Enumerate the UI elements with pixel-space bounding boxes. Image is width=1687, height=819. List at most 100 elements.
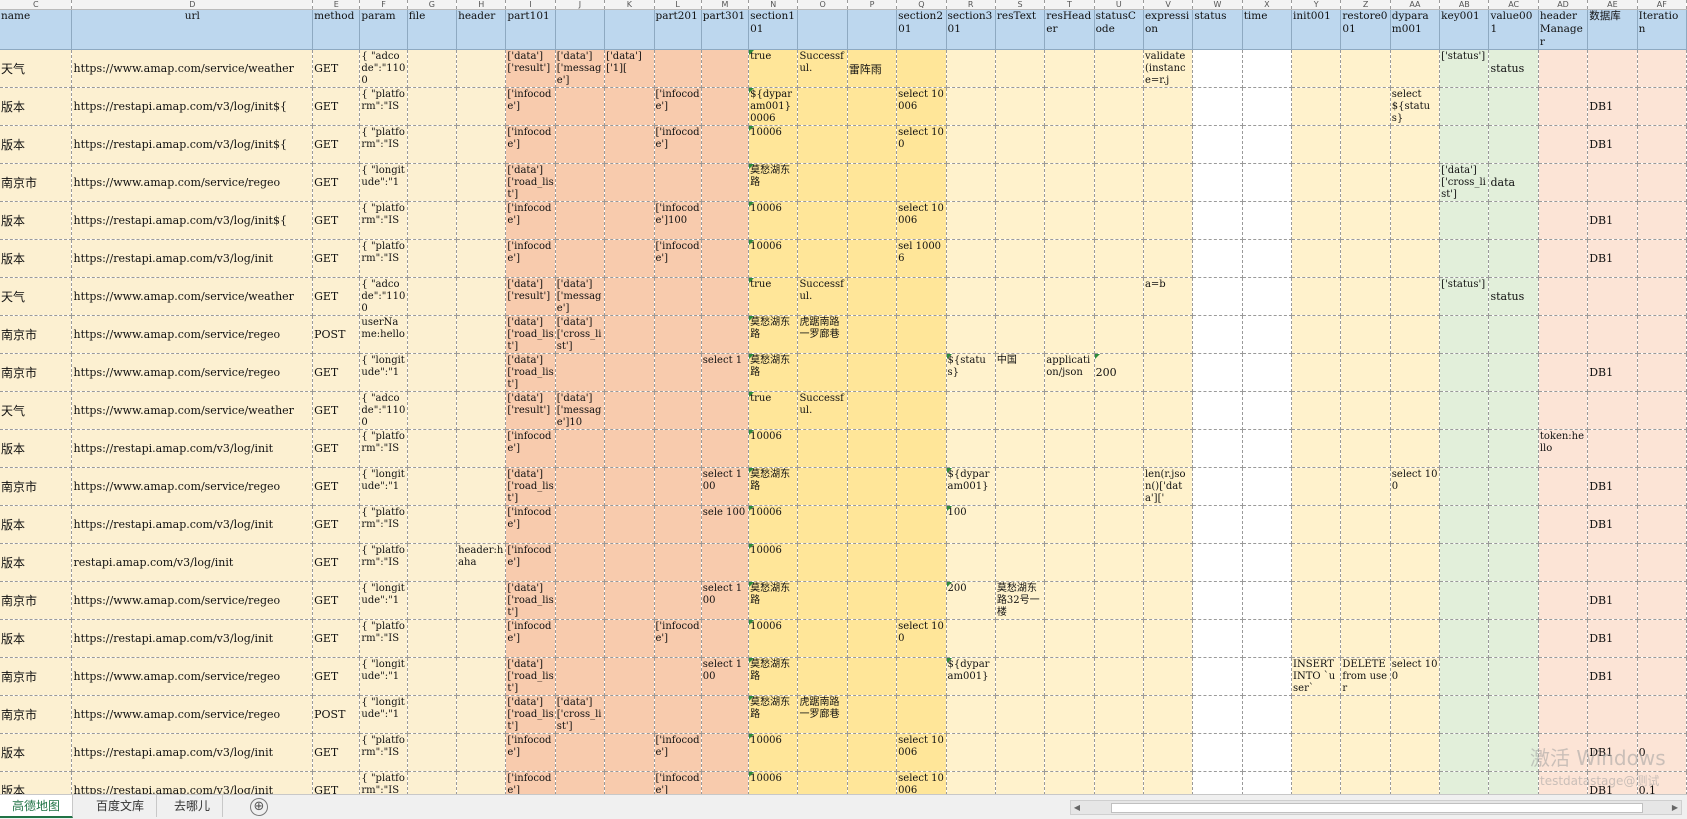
cell-part301[interactable] xyxy=(701,695,750,734)
cell-part301[interactable] xyxy=(701,391,750,430)
cell-method[interactable]: GET xyxy=(312,353,361,392)
cell-part301[interactable] xyxy=(701,239,750,278)
cell-database[interactable] xyxy=(1587,391,1638,430)
cell-section301[interactable] xyxy=(946,125,996,164)
column-letter-e[interactable]: E xyxy=(312,0,361,10)
cell-file[interactable] xyxy=(407,163,458,202)
cell-resheader[interactable] xyxy=(1044,467,1095,506)
cell-dyparam001[interactable] xyxy=(1390,505,1441,544)
header-cell-key001[interactable]: key001 xyxy=(1439,9,1490,50)
cell-iteration[interactable] xyxy=(1637,467,1687,506)
cell-status[interactable] xyxy=(1192,619,1243,658)
cell-restore001[interactable] xyxy=(1340,543,1391,582)
cell-part101b[interactable] xyxy=(555,429,606,468)
cell-key001[interactable]: ['data']['cross_list'] xyxy=(1439,163,1490,202)
cell-expression[interactable] xyxy=(1143,505,1194,544)
cell-part301[interactable] xyxy=(701,201,750,240)
cell-statuscode[interactable] xyxy=(1094,429,1144,468)
cell-part101[interactable]: ['data']['result'] xyxy=(505,277,556,316)
header-cell-resheader[interactable]: resHeader xyxy=(1044,9,1095,50)
cell-part101b[interactable] xyxy=(555,581,606,620)
cell-time[interactable] xyxy=(1242,49,1293,88)
cell-time[interactable] xyxy=(1242,125,1293,164)
cell-iteration[interactable] xyxy=(1637,619,1687,658)
cell-param[interactable]: { "platform":"IS xyxy=(359,87,408,126)
cell-restore001[interactable] xyxy=(1340,695,1391,734)
cell-part201[interactable]: ['infocode'] xyxy=(654,87,702,126)
cell-name[interactable]: 天气 xyxy=(0,391,73,430)
cell-restore001[interactable] xyxy=(1340,467,1391,506)
cell-name[interactable]: 南京市 xyxy=(0,315,73,354)
cell-name[interactable]: 版本 xyxy=(0,429,73,468)
cell-section101c[interactable] xyxy=(847,505,898,544)
cell-param[interactable]: { "longitude":"1 xyxy=(359,581,408,620)
header-cell-section201[interactable]: section201 xyxy=(896,9,947,50)
header-cell-section101[interactable]: section101 xyxy=(748,9,799,50)
cell-part201[interactable]: ['infocode'] xyxy=(654,619,702,658)
cell-header[interactable] xyxy=(456,125,507,164)
cell-section301[interactable] xyxy=(946,543,996,582)
cell-database[interactable]: DB1 xyxy=(1587,353,1638,392)
cell-section301[interactable]: 100 xyxy=(946,505,996,544)
cell-status[interactable] xyxy=(1192,201,1243,240)
cell-headermanager[interactable] xyxy=(1538,505,1589,544)
cell-file[interactable] xyxy=(407,87,458,126)
cell-section101[interactable]: 10006 xyxy=(748,619,799,658)
cell-restext[interactable] xyxy=(995,87,1046,126)
cell-url[interactable]: https://www.amap.com/service/weather xyxy=(71,277,314,316)
cell-database[interactable]: DB1 xyxy=(1587,505,1638,544)
cell-section101c[interactable] xyxy=(847,429,898,468)
cell-method[interactable]: GET xyxy=(312,239,361,278)
cell-name[interactable]: 版本 xyxy=(0,201,73,240)
cell-section101[interactable]: 莫愁湖东路 xyxy=(748,163,799,202)
cell-dyparam001[interactable] xyxy=(1390,619,1441,658)
column-letter-s[interactable]: S xyxy=(995,0,1046,10)
cell-time[interactable] xyxy=(1242,505,1293,544)
cell-status[interactable] xyxy=(1192,125,1243,164)
column-letter-i[interactable]: I xyxy=(505,0,556,10)
cell-method[interactable]: GET xyxy=(312,49,361,88)
cell-key001[interactable] xyxy=(1439,771,1490,794)
header-cell-dyparam001[interactable]: dyparam001 xyxy=(1390,9,1441,50)
cell-restore001[interactable] xyxy=(1340,771,1391,794)
cell-restext[interactable] xyxy=(995,391,1046,430)
cell-key001[interactable] xyxy=(1439,543,1490,582)
cell-restore001[interactable] xyxy=(1340,87,1391,126)
cell-param[interactable]: { "platform":"IS xyxy=(359,429,408,468)
cell-key001[interactable] xyxy=(1439,201,1490,240)
cell-part101[interactable]: ['data']['road_list'] xyxy=(505,163,556,202)
cell-iteration[interactable] xyxy=(1637,429,1687,468)
cell-header[interactable] xyxy=(456,619,507,658)
cell-headermanager[interactable] xyxy=(1538,695,1589,734)
cell-expression[interactable]: a=b xyxy=(1143,277,1194,316)
cell-expression[interactable] xyxy=(1143,353,1194,392)
header-cell-part101b[interactable] xyxy=(555,9,606,50)
cell-part201[interactable] xyxy=(654,49,702,88)
cell-time[interactable] xyxy=(1242,87,1293,126)
cell-statuscode[interactable] xyxy=(1094,581,1144,620)
cell-time[interactable] xyxy=(1242,391,1293,430)
cell-value001[interactable]: status xyxy=(1488,277,1539,316)
cell-section201[interactable] xyxy=(896,467,947,506)
cell-iteration[interactable] xyxy=(1637,125,1687,164)
cell-value001[interactable] xyxy=(1488,87,1539,126)
header-cell-part301[interactable]: part301 xyxy=(701,9,750,50)
cell-key001[interactable] xyxy=(1439,581,1490,620)
cell-expression[interactable]: len(r.json()['data'][' xyxy=(1143,467,1194,506)
cell-database[interactable]: DB1 xyxy=(1587,87,1638,126)
column-letter-k[interactable]: K xyxy=(604,0,655,10)
cell-headermanager[interactable] xyxy=(1538,733,1589,772)
cell-restore001[interactable] xyxy=(1340,49,1391,88)
cell-dyparam001[interactable] xyxy=(1390,391,1441,430)
cell-section301[interactable] xyxy=(946,163,996,202)
cell-header[interactable] xyxy=(456,695,507,734)
cell-restext[interactable] xyxy=(995,467,1046,506)
cell-part101b[interactable] xyxy=(555,657,606,696)
cell-dyparam001[interactable]: select 100 xyxy=(1390,657,1441,696)
header-cell-restore001[interactable]: restore001 xyxy=(1340,9,1391,50)
cell-method[interactable]: GET xyxy=(312,201,361,240)
sheet-tab-baidu[interactable]: 百度文库 xyxy=(84,795,158,817)
cell-expression[interactable] xyxy=(1143,391,1194,430)
cell-header[interactable] xyxy=(456,277,507,316)
cell-section101c[interactable] xyxy=(847,87,898,126)
